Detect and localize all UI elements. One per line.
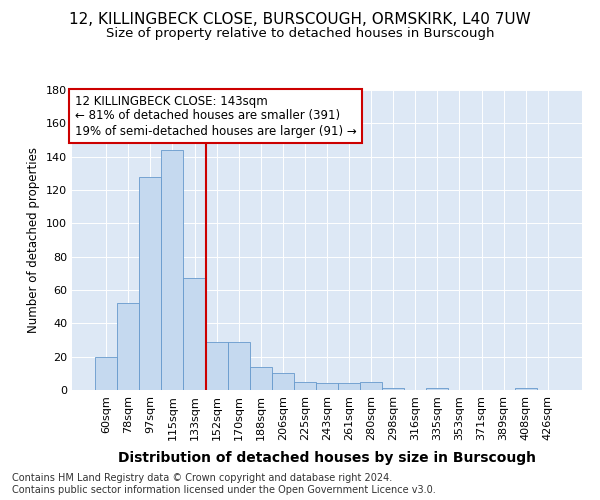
Text: 12 KILLINGBECK CLOSE: 143sqm
← 81% of detached houses are smaller (391)
19% of s: 12 KILLINGBECK CLOSE: 143sqm ← 81% of de… (74, 94, 356, 138)
Text: 12, KILLINGBECK CLOSE, BURSCOUGH, ORMSKIRK, L40 7UW: 12, KILLINGBECK CLOSE, BURSCOUGH, ORMSKI… (69, 12, 531, 28)
Bar (360, 382, 382, 390)
Bar (427, 388, 448, 390)
Bar (515, 388, 537, 390)
Bar (294, 382, 316, 390)
Bar (184, 278, 206, 390)
Bar (272, 374, 294, 390)
Bar (382, 388, 404, 390)
Bar (338, 384, 360, 390)
Text: Size of property relative to detached houses in Burscough: Size of property relative to detached ho… (106, 28, 494, 40)
Bar (206, 342, 227, 390)
Y-axis label: Number of detached properties: Number of detached properties (28, 147, 40, 333)
X-axis label: Distribution of detached houses by size in Burscough: Distribution of detached houses by size … (118, 451, 536, 465)
Bar (161, 150, 184, 390)
Text: Contains HM Land Registry data © Crown copyright and database right 2024.
Contai: Contains HM Land Registry data © Crown c… (12, 474, 436, 495)
Bar (95, 356, 117, 390)
Bar (316, 384, 338, 390)
Bar (227, 342, 250, 390)
Bar (117, 304, 139, 390)
Bar (250, 366, 272, 390)
Bar (139, 176, 161, 390)
